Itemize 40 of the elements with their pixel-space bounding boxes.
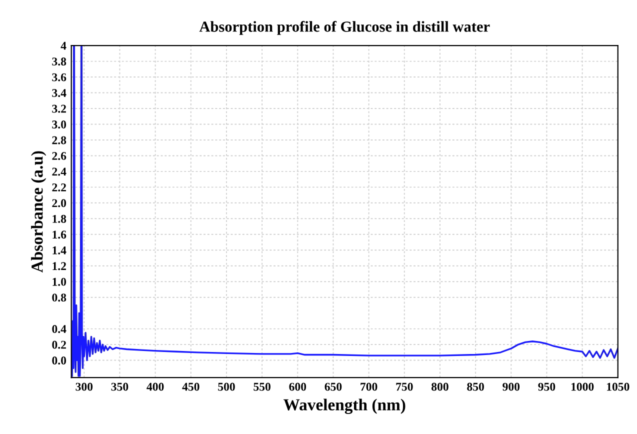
y-tick-label: 1.2 (52, 262, 66, 270)
y-tick-label: 1.8 (52, 214, 66, 223)
y-tick-label: 3.4 (52, 89, 66, 98)
y-tick-label: 2.2 (52, 183, 66, 192)
x-tick-label: 950 (538, 382, 556, 391)
y-tick-label: 3.6 (52, 73, 66, 82)
x-tick-label: 600 (289, 382, 306, 391)
x-tick-label: 650 (324, 382, 342, 391)
y-tick-label: 0.4 (52, 325, 66, 334)
y-tick-label: 1.6 (52, 230, 66, 239)
y-tick-label: 2.6 (52, 152, 66, 160)
chart-title: Absorption profile of Glucose in distill water (199, 20, 490, 35)
y-tick-label: 1.4 (52, 246, 66, 254)
x-tick-label: 700 (360, 382, 378, 391)
x-tick-label: 1050 (607, 382, 630, 391)
y-tick-label: 2.4 (52, 168, 66, 176)
line-series (71, 46, 618, 377)
y-tick-label: 3.2 (52, 104, 66, 113)
x-tick-label: 400 (146, 382, 164, 391)
y-tick-label: 1.0 (52, 278, 66, 286)
x-tick-label: 350 (111, 382, 128, 391)
x-axis-title: Wavelength (nm) (284, 398, 406, 414)
y-tick-label: 0.0 (52, 356, 66, 365)
x-tick-label: 500 (218, 382, 235, 391)
x-tick-label: 900 (502, 382, 520, 391)
y-tick-label: 3.0 (52, 120, 66, 129)
y-tick-label: 2.8 (52, 136, 66, 144)
x-tick-label: 300 (76, 382, 93, 391)
x-tick-label: 850 (467, 382, 484, 391)
x-tick-label: 550 (254, 382, 270, 391)
y-tick-label: 3.8 (52, 58, 66, 66)
x-tick-label: 1000 (571, 382, 594, 391)
y-axis-title: Absorbance (a.u) (31, 151, 46, 273)
y-tick-label: 0.2 (52, 340, 66, 349)
y-tick-label: 2.0 (52, 199, 66, 208)
y-tick-label: 4 (60, 42, 66, 50)
x-tick-label: 800 (432, 382, 448, 391)
x-tick-label: 750 (396, 382, 413, 391)
y-tick-label: 0.8 (52, 294, 66, 302)
x-tick-label: 450 (182, 382, 200, 391)
